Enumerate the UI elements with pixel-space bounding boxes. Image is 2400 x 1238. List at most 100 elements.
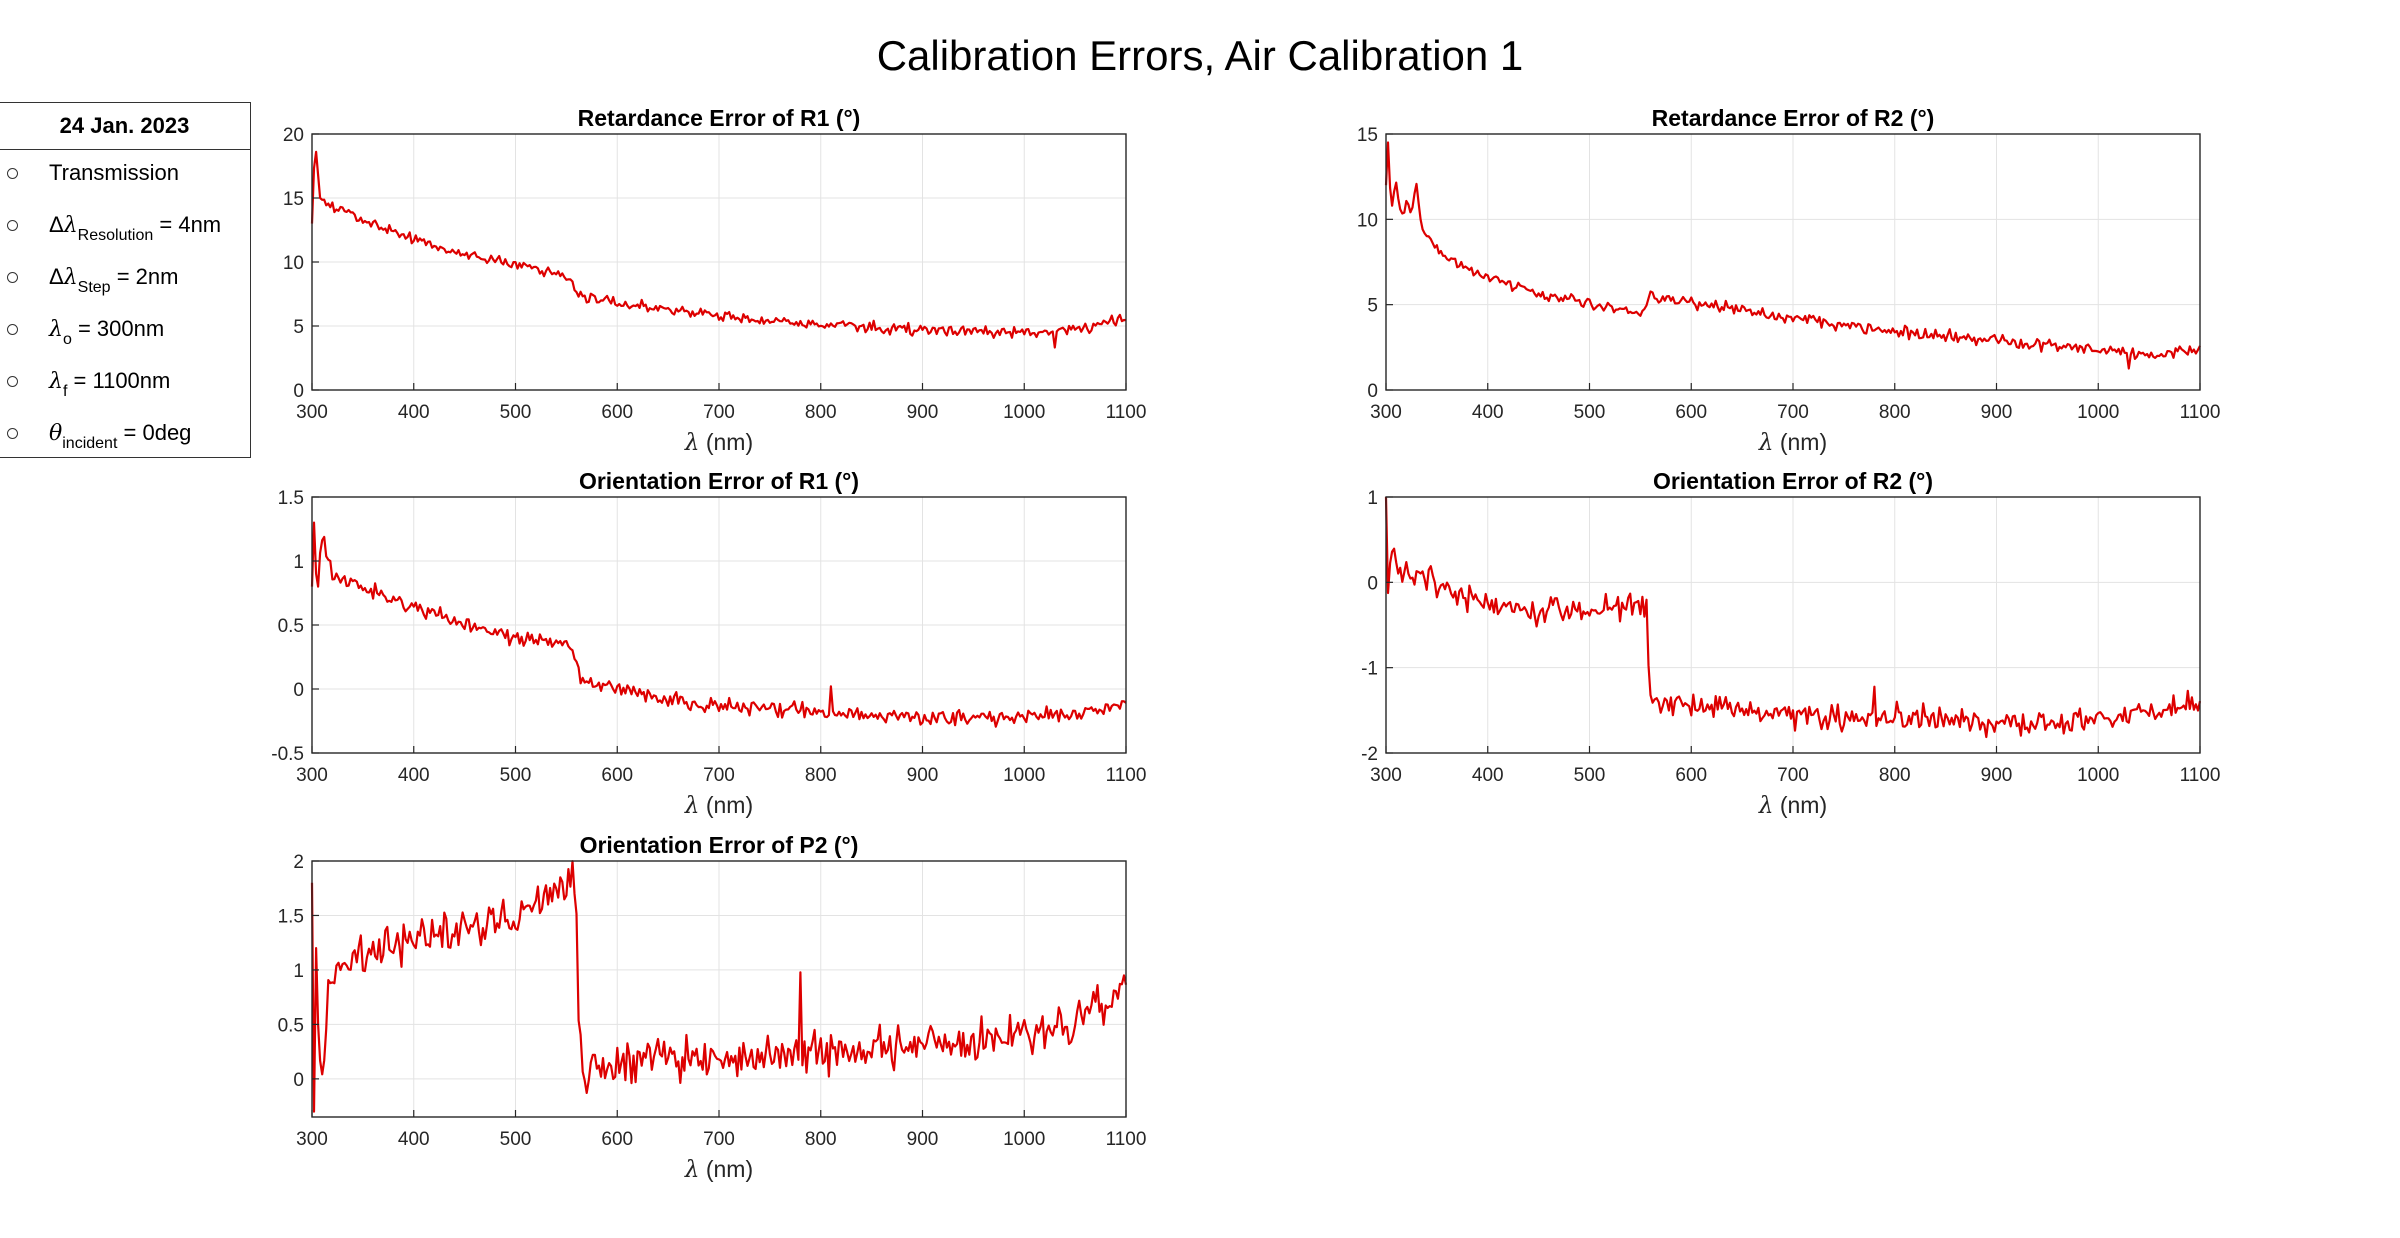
series-line [310,150,1127,349]
chart-ori-r2: 300 400 500 600 700 800 900 1000 1100 -2 -1 0 1 Orien… [1361,468,2220,819]
x-tick-label: 1100 [2180,402,2221,423]
info-item-text: Transmission [49,160,179,186]
info-item-post: Transmission [49,160,179,185]
chart-title: Retardance Error of R2 (°) [1652,105,1935,131]
y-tick-label: 0.5 [278,1015,304,1036]
info-item-greek: λ [49,369,63,394]
x-tick-label: 500 [1574,765,1606,786]
y-tick-label: 10 [283,253,304,274]
x-tick-label: 800 [1879,765,1911,786]
y-tick-label: 15 [283,189,304,210]
x-tick-label: 400 [398,1129,430,1150]
info-item-greek: λ [63,213,78,238]
x-tick-label: 700 [703,765,735,786]
x-tick-label: 1100 [1106,765,1147,786]
info-item-sub: incident [62,435,118,452]
series-line [310,860,1128,1113]
x-axis-label-unit: (nm) [699,792,753,818]
info-item: λf = 1100nm [0,358,250,410]
info-item-text: ΔλStep = 2nm [49,264,179,296]
x-tick-label: 900 [907,765,939,786]
x-tick-label: 300 [296,765,328,786]
x-tick-label: 800 [805,1129,837,1150]
info-rows: Transmission ΔλResolution = 4nm ΔλStep = 2… [0,150,250,462]
x-axis-label-unit: (nm) [1773,429,1827,455]
info-item-post: = 300nm [71,316,165,341]
chart-title: Orientation Error of R1 (°) [579,468,859,494]
x-tick-label: 300 [296,402,328,423]
x-axis-label: λ (nm) [1758,429,1827,456]
bullet-icon [7,220,18,231]
x-tick-label: 1000 [2077,402,2119,423]
y-tick-label: 1 [293,552,304,573]
info-item-text: λo = 300nm [49,316,165,348]
x-tick-label: 1000 [1003,402,1045,423]
y-tick-label: 1 [1367,488,1378,509]
x-tick-label: 400 [398,765,430,786]
x-tick-label: 300 [296,1129,328,1150]
x-axis-label-symbol: λ [1758,430,1774,456]
x-axis-label: λ (nm) [684,1156,753,1183]
info-item-greek: λ [63,265,78,290]
x-axis-label-symbol: λ [1758,793,1774,819]
x-tick-label: 500 [1574,402,1606,423]
chart-title: Retardance Error of R1 (°) [578,105,861,131]
x-tick-label: 900 [1981,765,2013,786]
info-item-greek: θ [49,421,63,446]
y-tick-label: 0 [293,1070,304,1091]
x-axis-label-symbol: λ [684,1157,700,1183]
x-axis-label: λ (nm) [684,429,753,456]
y-tick-label: 15 [1357,125,1378,146]
x-axis-label-symbol: λ [684,793,700,819]
bullet-icon [7,376,18,387]
x-tick-label: 900 [907,402,939,423]
info-item-sub: f [62,383,68,400]
bullet-icon [7,272,18,283]
y-tick-label: 5 [293,317,304,338]
x-tick-label: 1000 [1003,1129,1045,1150]
x-tick-label: 300 [1370,765,1402,786]
x-tick-label: 900 [1981,402,2013,423]
info-item: ΔλResolution = 4nm [0,202,250,254]
y-tick-label: 10 [1357,210,1378,231]
bullet-icon [7,168,18,179]
chart-ret-r1: 300 400 500 600 700 800 900 1000 1100 0 5 10 15 20 Ret… [283,105,1147,456]
info-item: ΔλStep = 2nm [0,254,250,306]
y-tick-label: 20 [283,125,304,146]
x-tick-label: 600 [1675,402,1707,423]
y-tick-label: -0.5 [271,744,304,765]
series-line [1384,496,2202,739]
y-tick-label: 2 [293,852,304,873]
y-tick-label: 0 [1367,573,1378,594]
y-tick-label: 1.5 [278,488,304,509]
x-tick-label: 300 [1370,402,1402,423]
x-tick-label: 800 [805,402,837,423]
series-line [1384,141,2201,370]
info-item-sub: o [62,331,72,348]
bullet-icon [7,324,18,335]
x-tick-label: 600 [601,765,633,786]
y-tick-label: 1 [293,961,304,982]
info-item-sub: Resolution [77,227,154,244]
x-axis-label: λ (nm) [1758,792,1827,819]
info-item-text: ΔλResolution = 4nm [49,212,222,244]
y-tick-label: -1 [1361,659,1378,680]
x-tick-label: 500 [500,402,532,423]
x-axis-label: λ (nm) [684,792,753,819]
info-item-post: = 4nm [153,212,222,237]
info-item-pre: Δ [49,212,64,237]
x-tick-label: 400 [1472,765,1504,786]
figure-title: Calibration Errors, Air Calibration 1 [876,32,1524,79]
chart-ori-r1: 300 400 500 600 700 800 900 1000 1100 -0.5 0 0.5 1 1.… [271,468,1146,819]
y-tick-label: 5 [1367,296,1378,317]
info-item-pre: Δ [49,264,64,289]
x-tick-label: 1100 [1106,1129,1147,1150]
x-tick-label: 700 [703,1129,735,1150]
info-item-post: = 2nm [110,264,179,289]
x-tick-label: 400 [1472,402,1504,423]
x-tick-label: 700 [703,402,735,423]
x-tick-label: 1000 [2077,765,2119,786]
info-item-text: λf = 1100nm [49,368,170,400]
x-axis-label-unit: (nm) [1773,792,1827,818]
info-item-sub: Step [77,279,111,296]
